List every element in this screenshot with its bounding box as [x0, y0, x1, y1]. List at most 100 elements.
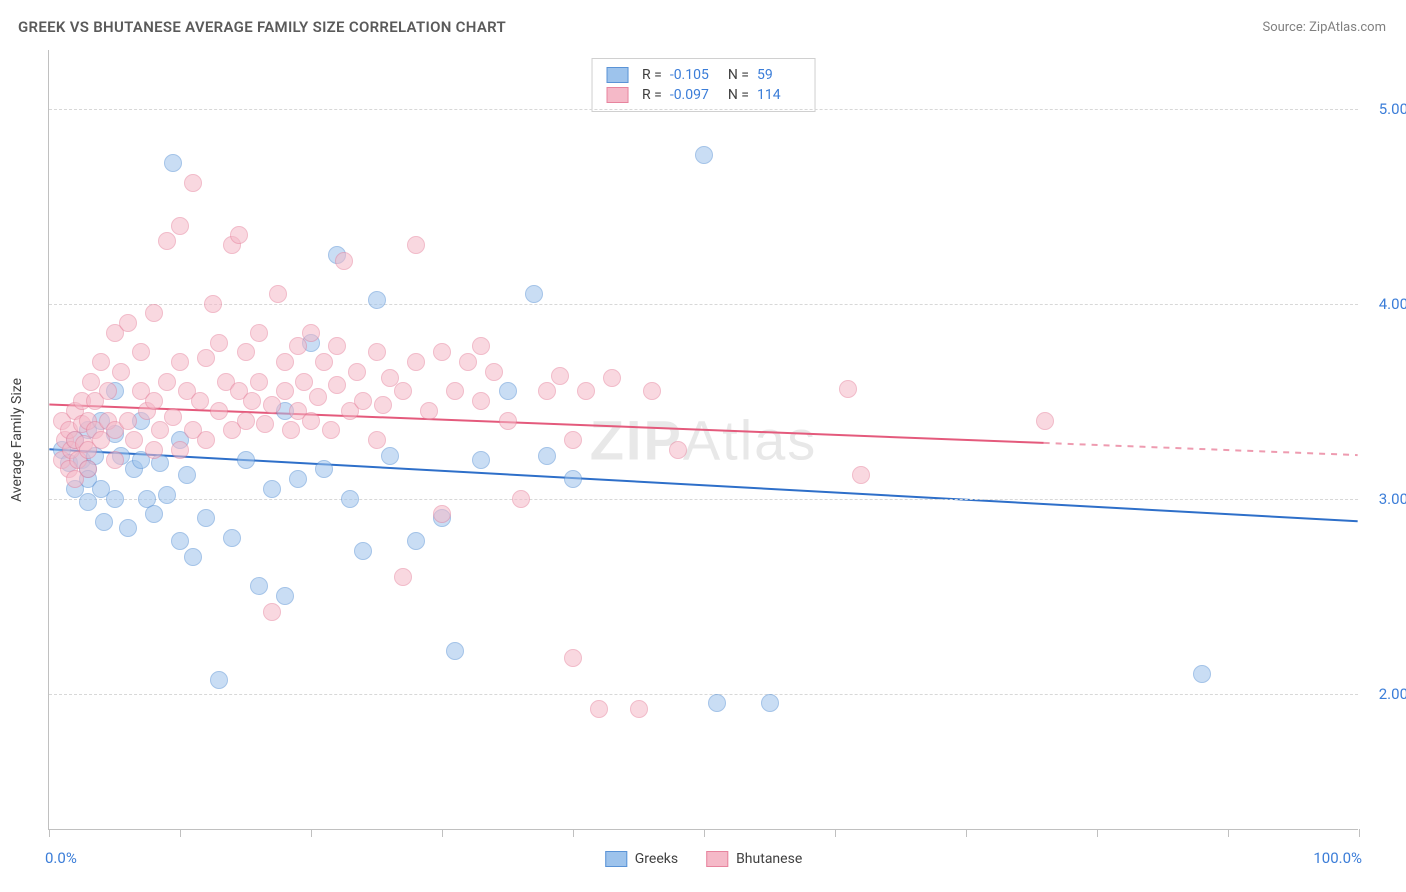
x-tick [1097, 829, 1098, 837]
data-point [315, 460, 333, 478]
data-point [485, 363, 503, 381]
data-point [341, 490, 359, 508]
data-point [119, 519, 137, 537]
data-point [250, 373, 268, 391]
data-point [302, 412, 320, 430]
x-tick [573, 829, 574, 837]
grid-line [49, 109, 1358, 110]
data-point [407, 532, 425, 550]
data-point [472, 451, 490, 469]
data-point [158, 232, 176, 250]
legend-label-greeks: Greeks [635, 851, 678, 867]
data-point [499, 412, 517, 430]
data-point [538, 382, 556, 400]
data-point [145, 441, 163, 459]
data-point [178, 466, 196, 484]
swatch-greeks [605, 851, 627, 867]
y-axis-title: Average Family Size [9, 377, 25, 501]
x-axis-max-label: 100.0% [1313, 849, 1362, 867]
data-point [191, 392, 209, 410]
x-tick [49, 829, 50, 837]
data-point [106, 490, 124, 508]
data-point [204, 295, 222, 313]
data-point [295, 373, 313, 391]
data-point [407, 236, 425, 254]
data-point [472, 392, 490, 410]
data-point [499, 382, 517, 400]
data-point [276, 382, 294, 400]
plot-area: Average Family Size ZIPAtlas R = -0.105 … [48, 50, 1358, 830]
swatch-bhutanese [606, 87, 628, 103]
data-point [512, 490, 530, 508]
data-point [145, 505, 163, 523]
stat-n-greeks: 59 [757, 67, 801, 83]
y-tick-label: 2.00 [1364, 685, 1406, 703]
data-point [328, 337, 346, 355]
legend-item-bhutanese: Bhutanese [706, 851, 802, 867]
swatch-bhutanese [706, 851, 728, 867]
data-point [394, 382, 412, 400]
data-point [119, 314, 137, 332]
data-point [315, 353, 333, 371]
data-point [603, 369, 621, 387]
stat-label-n: N = [728, 67, 749, 83]
data-point [132, 343, 150, 361]
data-point [145, 392, 163, 410]
x-tick [180, 829, 181, 837]
data-point [99, 382, 117, 400]
data-point [551, 367, 569, 385]
data-point [630, 700, 648, 718]
data-point [590, 700, 608, 718]
data-point [158, 373, 176, 391]
data-point [577, 382, 595, 400]
data-point [82, 373, 100, 391]
data-point [394, 568, 412, 586]
data-point [171, 441, 189, 459]
data-point [197, 431, 215, 449]
data-point [564, 431, 582, 449]
source-credit: Source: ZipAtlas.com [1262, 20, 1386, 35]
legend-label-bhutanese: Bhutanese [736, 851, 802, 867]
data-point [839, 380, 857, 398]
data-point [158, 486, 176, 504]
data-point [230, 226, 248, 244]
data-point [368, 343, 386, 361]
data-point [92, 353, 110, 371]
data-point [289, 337, 307, 355]
data-point [643, 382, 661, 400]
data-point [263, 396, 281, 414]
data-point [171, 532, 189, 550]
data-point [112, 363, 130, 381]
stat-n-bhutanese: 114 [757, 87, 801, 103]
data-point [446, 382, 464, 400]
data-point [276, 353, 294, 371]
data-point [145, 304, 163, 322]
y-tick-label: 4.00 [1364, 295, 1406, 313]
data-point [125, 431, 143, 449]
watermark-bold: ZIP [590, 408, 683, 471]
data-point [237, 343, 255, 361]
stat-label-r: R = [642, 87, 662, 103]
data-point [564, 470, 582, 488]
correlation-legend: R = -0.105 N = 59 R = -0.097 N = 114 [591, 58, 816, 112]
data-point [354, 392, 372, 410]
data-point [151, 421, 169, 439]
data-point [119, 412, 137, 430]
data-point [95, 513, 113, 531]
x-tick [1228, 829, 1229, 837]
grid-line [49, 304, 1358, 305]
data-point [164, 154, 182, 172]
data-point [322, 421, 340, 439]
data-point [263, 603, 281, 621]
x-tick [704, 829, 705, 837]
data-point [106, 451, 124, 469]
data-point [79, 493, 97, 511]
data-point [302, 324, 320, 342]
data-point [1036, 412, 1054, 430]
data-point [197, 349, 215, 367]
data-point [210, 334, 228, 352]
grid-line [49, 499, 1358, 500]
data-point [1193, 665, 1211, 683]
data-point [276, 587, 294, 605]
y-tick-label: 5.00 [1364, 100, 1406, 118]
